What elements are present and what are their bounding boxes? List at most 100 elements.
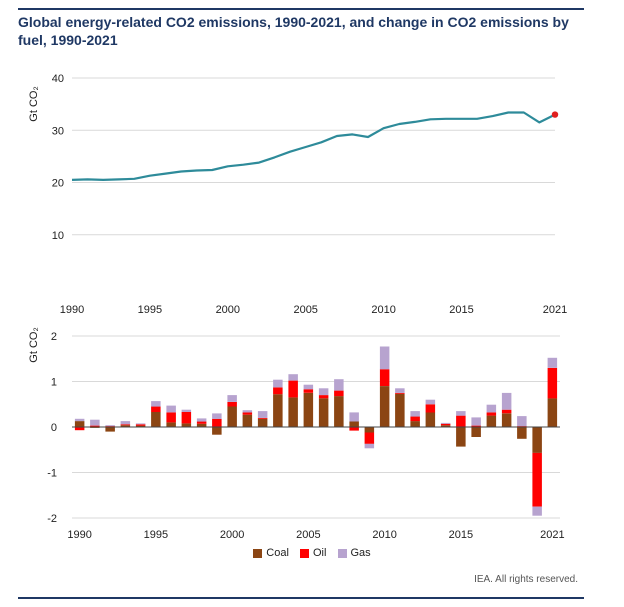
bar-gas-2012: [410, 411, 420, 417]
bar-oil-2021: [547, 367, 558, 399]
xtick-bottom-2021: 2021: [540, 529, 564, 541]
bar-gas-2013: [425, 399, 436, 405]
bar-coal-2020: [532, 427, 542, 453]
bar-oil-2008: [349, 427, 359, 431]
legend-item-coal: Coal: [253, 547, 289, 559]
bar-oil-1993: [120, 424, 131, 426]
ytick-top-20: 20: [52, 178, 64, 190]
bar-coal-2008: [349, 421, 359, 427]
bar-gas-2004: [288, 374, 298, 381]
bar-gas-2008: [349, 412, 359, 422]
bar-oil-2009: [364, 432, 375, 444]
bar-gas-2006: [318, 388, 329, 396]
bar-coal-2017: [486, 415, 497, 427]
bar-oil-2020: [532, 452, 542, 507]
xtick-top-2000: 2000: [216, 304, 240, 316]
bar-gas-2007: [334, 379, 344, 391]
bar-coal-2003: [273, 394, 283, 427]
bar-coal-1990: [74, 421, 85, 427]
bar-oil-2002: [257, 417, 268, 419]
bar-oil-1995: [151, 406, 161, 412]
ytick-bottom-1: 1: [51, 377, 57, 389]
bar-coal-2001: [242, 414, 253, 427]
xtick-bottom-2005: 2005: [296, 529, 320, 541]
bar-coal-1999: [212, 427, 222, 435]
bar-oil-2006: [318, 395, 329, 399]
bar-coal-2004: [288, 397, 298, 427]
bar-gas-2020: [532, 506, 542, 516]
bar-coal-2011: [395, 393, 405, 427]
bar-gas-2000: [227, 395, 237, 402]
bar-gas-2018: [501, 392, 512, 410]
bar-oil-2010: [379, 369, 390, 386]
bar-gas-1999: [212, 413, 222, 419]
bar-oil-2014: [440, 423, 451, 426]
bar-gas-2016: [471, 417, 481, 426]
bar-gas-1991: [90, 419, 100, 426]
bar-gas-2011: [395, 388, 405, 393]
bar-oil-2007: [334, 390, 344, 397]
bar-oil-2013: [425, 404, 436, 413]
bar-oil-1994: [135, 424, 146, 426]
bar-coal-1992: [105, 427, 115, 432]
bar-gas-2017: [486, 404, 497, 413]
legend-swatch-gas: [337, 548, 347, 558]
highlight-point-2021: [551, 111, 559, 118]
legend-label-gas: Gas: [350, 547, 371, 559]
xtick-top-1995: 1995: [138, 304, 162, 316]
bar-oil-2012: [410, 416, 420, 422]
ytick-bottom-0: 0: [51, 422, 57, 434]
bar-coal-2009: [364, 427, 375, 433]
xtick-bottom-2010: 2010: [372, 529, 396, 541]
bar-coal-2015: [456, 427, 466, 447]
bar-gas-1992: [105, 425, 115, 427]
ytick-top-30: 30: [52, 125, 64, 137]
bar-coal-2000: [227, 406, 237, 427]
bar-coal-2021: [547, 398, 558, 427]
xtick-top-2015: 2015: [449, 304, 473, 316]
bar-coal-1997: [181, 423, 192, 427]
legend: Coal Oil Gas: [0, 547, 624, 561]
bar-gas-2002: [257, 411, 268, 418]
ytick-top-40: 40: [52, 73, 64, 85]
bar-coal-1995: [151, 412, 161, 427]
bar-oil-2015: [456, 415, 466, 427]
bar-oil-1996: [166, 412, 176, 423]
xtick-bottom-1990: 1990: [67, 529, 91, 541]
bar-gas-2005: [303, 384, 314, 390]
bar-gas-1993: [120, 421, 131, 425]
ytick-bottom-2: 2: [51, 331, 57, 343]
bar-oil-2004: [288, 380, 298, 398]
bar-oil-1998: [196, 421, 207, 424]
bar-gas-2009: [364, 443, 375, 449]
bar-oil-2017: [486, 412, 497, 416]
bar-gas-2014: [440, 422, 451, 424]
bar-coal-2010: [379, 386, 390, 427]
xtick-bottom-2015: 2015: [449, 529, 473, 541]
bar-oil-1991: [90, 425, 100, 427]
legend-item-oil: Oil: [299, 547, 326, 559]
xtick-top-2021: 2021: [543, 304, 567, 316]
top-rule: [18, 8, 584, 10]
bar-oil-2011: [395, 392, 405, 394]
bar-coal-2006: [318, 398, 329, 427]
bar-coal-1996: [166, 422, 176, 427]
bar-gas-2015: [456, 411, 466, 416]
bar-coal-2019: [517, 427, 527, 439]
legend-swatch-oil: [299, 548, 309, 558]
bar-oil-1999: [212, 418, 222, 427]
bar-oil-1990: [74, 427, 85, 431]
bar-oil-2000: [227, 402, 237, 407]
legend-label-coal: Coal: [266, 547, 289, 559]
ytick-bottom--1: -1: [47, 468, 57, 480]
bar-oil-2018: [501, 409, 512, 414]
ylabel-top: Gt CO₂: [28, 86, 40, 121]
bar-oil-2003: [273, 387, 283, 395]
bar-coal-1998: [196, 423, 207, 427]
ylabel-bottom: Gt CO₂: [28, 327, 40, 362]
bar-coal-1993: [120, 425, 131, 427]
bar-gas-1996: [166, 405, 176, 413]
bar-gas-2003: [273, 379, 283, 388]
bar-oil-2016: [471, 425, 481, 427]
